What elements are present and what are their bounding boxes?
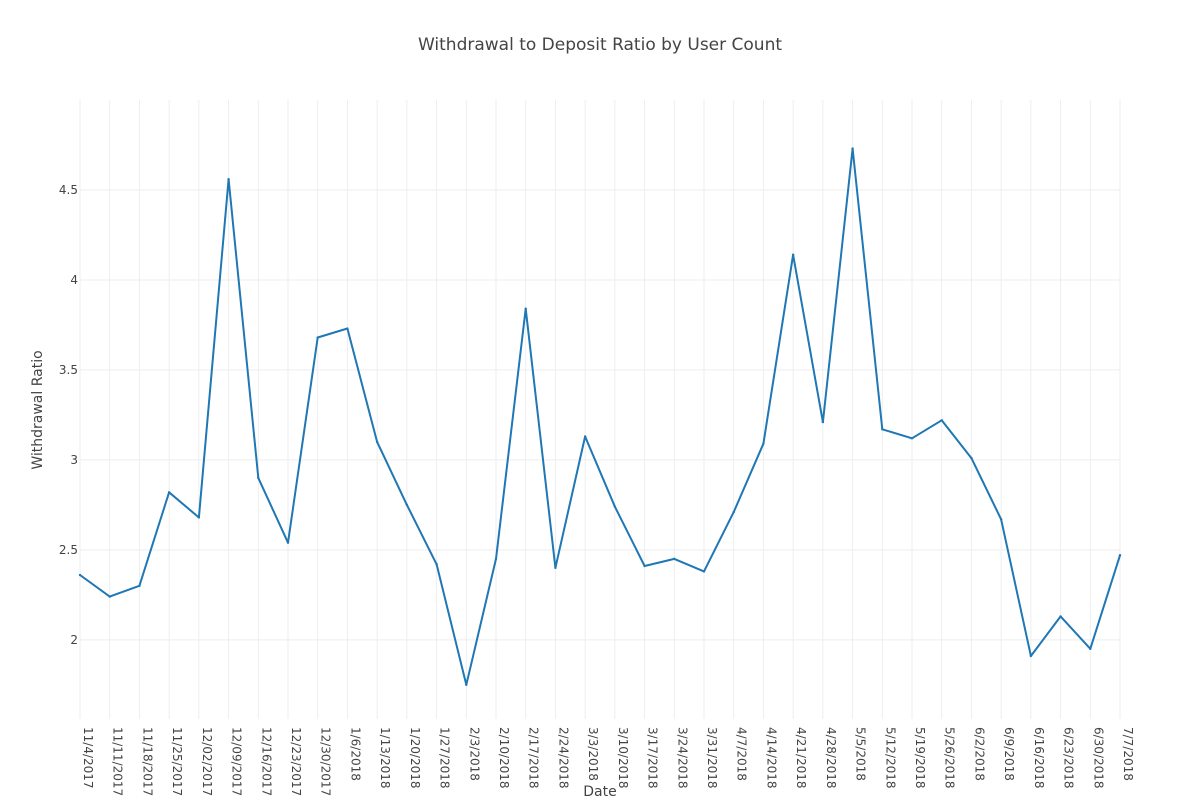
x-tick-label: 6/30/2018: [1091, 727, 1105, 789]
data-point: [554, 566, 557, 570]
x-tick-label: 2/3/2018: [467, 727, 481, 781]
data-point: [970, 456, 973, 460]
x-tick-label: 6/9/2018: [1002, 727, 1016, 781]
x-tick-label: 5/12/2018: [883, 727, 897, 789]
data-point: [613, 505, 617, 508]
y-tick-label: 3: [70, 453, 78, 467]
x-tick-label: 3/24/2018: [675, 727, 689, 789]
data-point: [702, 570, 706, 573]
data-point: [732, 510, 735, 514]
x-tick-label: 5/5/2018: [854, 727, 868, 781]
data-point: [583, 435, 587, 438]
data-point: [821, 420, 825, 424]
x-tick-label: 4/7/2018: [735, 727, 749, 781]
x-tick-label: 12/02/2017: [200, 727, 214, 796]
data-point: [257, 476, 260, 480]
data-point: [138, 584, 141, 588]
x-axis-ticks: 11/4/2017 11/11/2017 11/18/2017 11/25/2017 1…: [81, 727, 1135, 796]
x-tick-label: 12/23/2017: [289, 727, 303, 796]
data-point: [1059, 615, 1062, 618]
x-tick-label: 4/14/2018: [764, 727, 778, 789]
x-tick-label: 7/7/2018: [1121, 727, 1135, 781]
y-tick-label: 4: [70, 273, 78, 287]
x-tick-label: 12/09/2017: [230, 727, 244, 796]
x-tick-label: 6/16/2018: [1032, 727, 1046, 789]
x-tick-label: 6/23/2018: [1062, 727, 1076, 789]
x-tick-label: 5/26/2018: [943, 727, 957, 789]
data-point: [910, 437, 914, 440]
x-tick-label: 3/17/2018: [646, 727, 660, 789]
data-point: [375, 440, 379, 444]
data-point: [465, 683, 468, 687]
series-line: [79, 147, 1121, 686]
x-tick-label: 11/25/2017: [170, 727, 184, 796]
data-point: [167, 491, 171, 494]
data-point: [227, 177, 230, 181]
x-axis-title: Date: [583, 784, 616, 800]
data-point: [1089, 647, 1092, 651]
x-tick-label: 3/31/2018: [705, 727, 719, 789]
x-tick-label: 1/20/2018: [408, 727, 422, 789]
data-point: [673, 557, 676, 561]
x-tick-label: 5/19/2018: [913, 727, 927, 789]
y-tick-label: 2: [70, 633, 78, 647]
data-point: [940, 419, 943, 422]
y-tick-label: 4.5: [59, 183, 78, 197]
y-tick-label: 2.5: [59, 543, 78, 557]
x-tick-label: 6/2/2018: [972, 727, 986, 781]
data-point: [435, 563, 438, 566]
data-point: [1029, 654, 1033, 658]
chart-title: Withdrawal to Deposit Ratio by User Coun…: [418, 35, 782, 55]
x-tick-label: 1/6/2018: [348, 727, 362, 781]
x-tick-label: 1/27/2018: [438, 727, 452, 789]
x-tick-label: 11/18/2017: [140, 727, 154, 796]
x-tick-label: 12/16/2017: [259, 727, 273, 796]
data-point: [197, 516, 201, 519]
data-point: [286, 541, 290, 544]
y-tick-label: 3.5: [59, 363, 78, 377]
x-tick-label: 3/10/2018: [616, 727, 630, 789]
x-tick-label: 4/21/2018: [794, 727, 808, 789]
data-point: [881, 428, 884, 431]
data-point: [851, 147, 854, 150]
y-axis-ticks: 2 2.5 3 3.5 4 4.5: [59, 183, 78, 647]
x-tick-label: 11/4/2017: [81, 727, 95, 789]
data-point: [494, 557, 498, 561]
data-point: [316, 336, 319, 339]
data-point: [346, 327, 349, 330]
y-axis-title: Withdrawal Ratio: [30, 350, 46, 469]
data-point: [1118, 554, 1122, 557]
data-point: [524, 307, 527, 310]
grid: [79, 100, 1121, 719]
x-tick-label: 1/13/2018: [378, 727, 392, 789]
x-tick-label: 4/28/2018: [824, 727, 838, 789]
data-point: [643, 564, 646, 568]
data-point: [999, 518, 1003, 521]
x-tick-label: 11/11/2017: [111, 727, 125, 796]
data-point: [108, 595, 111, 598]
x-tick-label: 2/17/2018: [527, 727, 541, 789]
data-point: [78, 573, 82, 577]
x-tick-label: 2/10/2018: [497, 727, 511, 789]
series-layer: [78, 147, 1122, 687]
data-point: [405, 503, 409, 507]
data-point: [791, 253, 795, 256]
x-tick-label: 2/24/2018: [556, 727, 570, 789]
x-tick-label: 12/30/2017: [319, 727, 333, 796]
data-point: [762, 442, 765, 445]
x-tick-label: 3/3/2018: [586, 727, 600, 781]
